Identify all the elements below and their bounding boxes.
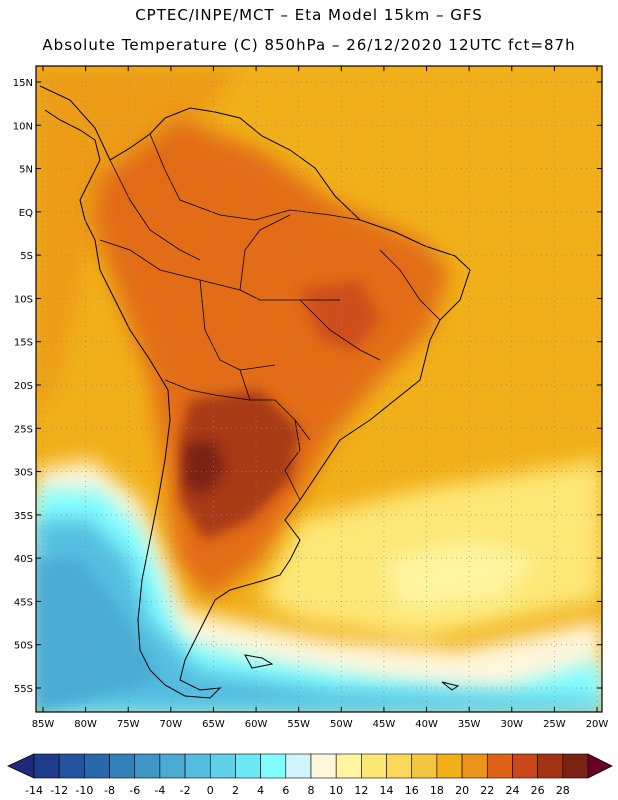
colorbar-swatch xyxy=(335,753,362,779)
lat-label: 40S xyxy=(14,554,33,565)
colorbar-label: 10 xyxy=(329,784,343,797)
colorbar-swatch xyxy=(386,753,413,779)
colorbar-label: -14 xyxy=(25,784,43,797)
colorbar-swatch xyxy=(260,753,287,779)
colorbar-swatch xyxy=(411,753,438,779)
colorbar-label: 20 xyxy=(455,784,469,797)
lon-label: 65W xyxy=(202,719,225,730)
lat-label: 10S xyxy=(14,294,33,305)
colorbar-swatch xyxy=(486,753,513,779)
colorbar-label: -4 xyxy=(154,784,165,797)
lat-label: 10N xyxy=(13,121,33,132)
colorbar-swatch xyxy=(134,753,161,779)
lat-label: 15S xyxy=(14,338,33,349)
title-line-2: Absolute Temperature (C) 850hPa – 26/12/… xyxy=(42,36,576,54)
lon-label: 80W xyxy=(74,719,97,730)
colorbar-label: 2 xyxy=(232,784,239,797)
lat-label: 5N xyxy=(19,165,33,176)
longitude-labels: 85W 80W 75W 70W 65W 60W 55W 50W 45W 40W 35W 30W 25W 2… xyxy=(32,719,609,730)
lon-label: 25W xyxy=(543,719,566,730)
lat-label: 5S xyxy=(20,251,33,262)
lat-label: 20S xyxy=(14,381,33,392)
colorbar-swatch xyxy=(512,753,538,779)
colorbar-label: 22 xyxy=(480,784,494,797)
lon-label: 55W xyxy=(287,719,310,730)
colorbar-swatch xyxy=(461,753,488,779)
temperature-field xyxy=(36,66,602,712)
colorbar-swatch xyxy=(562,753,589,779)
map-frame xyxy=(35,65,603,713)
lat-label: 25S xyxy=(14,424,33,435)
colorbar-label: -12 xyxy=(50,784,68,797)
colorbar-label: 4 xyxy=(257,784,264,797)
colorbar xyxy=(7,753,613,779)
colorbar-swatch xyxy=(33,753,60,779)
colorbar-swatch xyxy=(209,753,236,779)
lon-label: 30W xyxy=(500,719,523,730)
colorbar-swatch xyxy=(109,753,136,779)
colorbar-label: -8 xyxy=(104,784,115,797)
lat-label: 50S xyxy=(14,641,33,652)
lat-label: 45S xyxy=(14,597,33,608)
lon-label: 45W xyxy=(373,719,396,730)
title-line-1: CPTEC/INPE/MCT – Eta Model 15km – GFS xyxy=(135,6,483,24)
colorbar-label: 18 xyxy=(430,784,444,797)
lat-label: 15N xyxy=(13,78,33,89)
colorbar-swatch xyxy=(159,753,186,779)
country-borders xyxy=(99,133,441,501)
axis-ticks xyxy=(36,66,602,712)
lon-label: 75W xyxy=(117,719,140,730)
lon-label: 35W xyxy=(458,719,481,730)
lon-label: 70W xyxy=(160,719,183,730)
colorbar-under-arrow xyxy=(7,753,35,779)
colorbar-over-arrow xyxy=(587,753,613,779)
colorbar-label: 26 xyxy=(531,784,545,797)
lon-label: 40W xyxy=(415,719,438,730)
lon-label: 50W xyxy=(330,719,353,730)
colorbar-swatch xyxy=(184,753,211,779)
colorbar-label: 14 xyxy=(380,784,394,797)
colorbar-swatch xyxy=(235,753,261,779)
lon-label: 60W xyxy=(245,719,268,730)
lat-label: EQ xyxy=(19,208,33,219)
colorbar-label: 16 xyxy=(405,784,419,797)
colorbar-swatch xyxy=(285,753,312,779)
colorbar-swatch xyxy=(58,753,85,779)
colorbar-swatch xyxy=(310,753,337,779)
colorbar-swatch xyxy=(361,753,387,779)
colorbar-label: 6 xyxy=(282,784,289,797)
colorbar-label: 12 xyxy=(354,784,368,797)
lat-label: 30S xyxy=(14,468,33,479)
colorbar-label: -6 xyxy=(129,784,140,797)
colorbar-label: 8 xyxy=(308,784,315,797)
colorbar-label: -10 xyxy=(75,784,93,797)
colorbar-label: 24 xyxy=(505,784,519,797)
lat-label: 55S xyxy=(14,684,33,695)
latitude-labels: 15N 10N 5N EQ 5S 10S 15S 20S 25S 30S 35S 40S 45S 50S 5… xyxy=(13,78,33,695)
lon-label: 20W xyxy=(586,719,609,730)
lat-label: 35S xyxy=(14,511,33,522)
colorbar-swatch xyxy=(537,753,564,779)
colorbar-label: 28 xyxy=(556,784,570,797)
colorbar-labels: -14 -12 -10 -8 -6 -4 -2 0 2 4 6 8 10 12 14 16 18 20 22 24 26… xyxy=(25,784,570,797)
colorbar-swatch xyxy=(436,753,463,779)
colorbar-label: -2 xyxy=(180,784,191,797)
lon-label: 85W xyxy=(32,719,55,730)
colorbar-label: 0 xyxy=(207,784,214,797)
colorbar-swatch xyxy=(84,753,110,779)
